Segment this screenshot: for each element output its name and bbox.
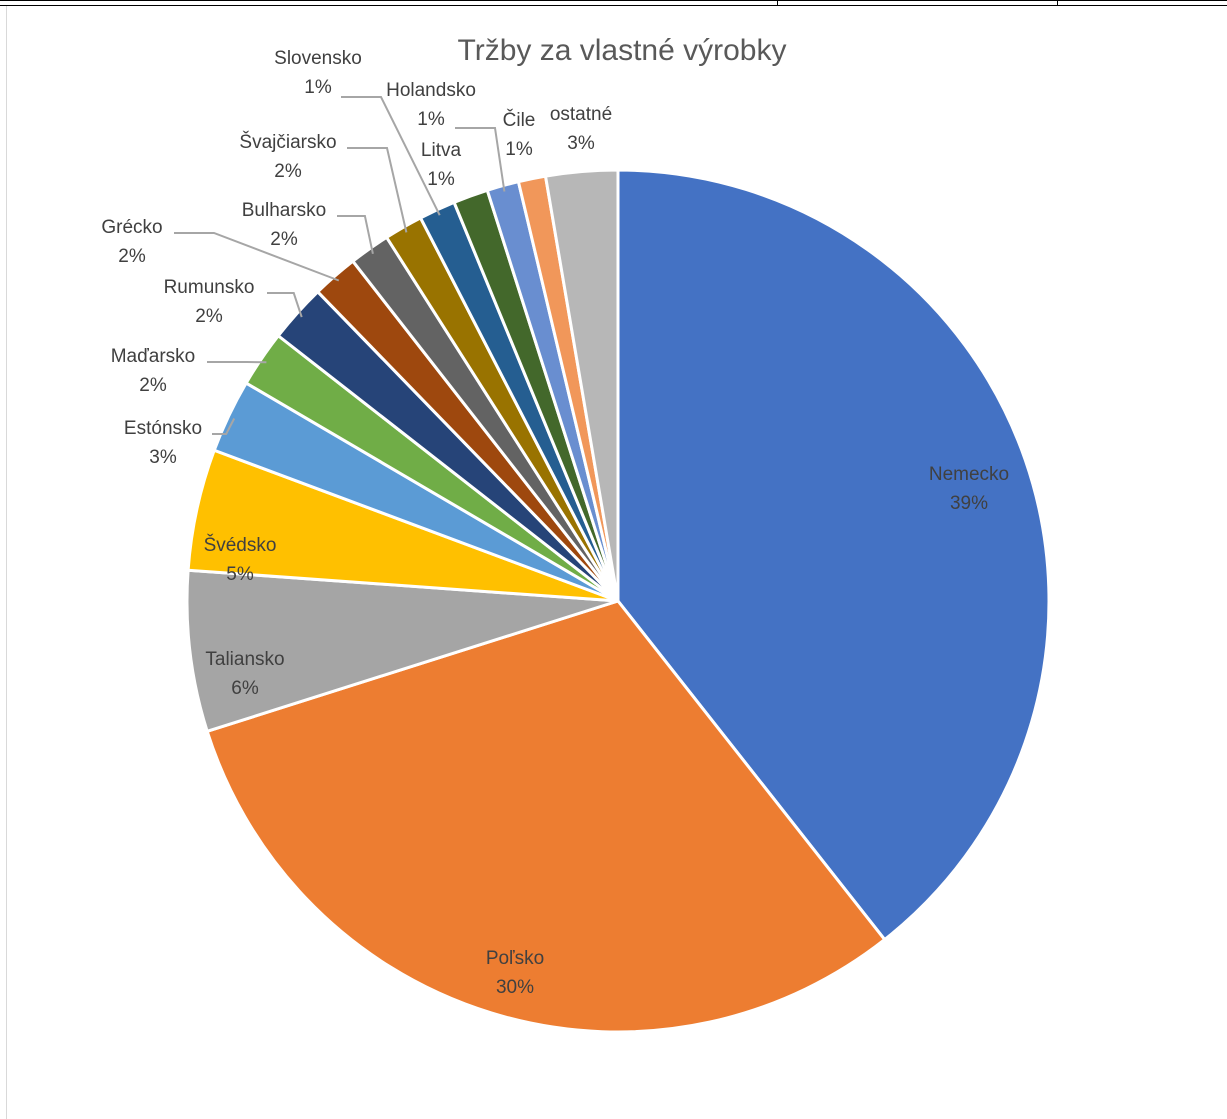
- pie-slice-poľsko: [205, 599, 887, 1034]
- data-label-estónsko: Estónsko 3%: [124, 418, 202, 468]
- data-label-švédsko: Švédsko 5%: [204, 534, 277, 585]
- leader-line-slovensko: [341, 96, 441, 216]
- leader-line-švajčiarsko: [347, 147, 408, 233]
- leader-line-bulharsko: [337, 215, 374, 255]
- data-label-nemecko: Nemecko 39%: [929, 464, 1009, 514]
- data-labels: Nemecko 39% Poľsko 30% Taliansko 6% Švédsko 5% E…: [101, 48, 1009, 998]
- chart-title: Tržby za vlastné výrobky: [458, 34, 787, 67]
- leader-line-grécko: [174, 232, 340, 282]
- data-label-taliansko: Taliansko 6%: [205, 649, 284, 699]
- data-label-bulharsko: Bulharsko 2%: [242, 200, 327, 250]
- pie-slice-ostatné: [544, 168, 620, 603]
- data-label-poľsko: Poľsko 30%: [486, 948, 544, 998]
- data-label-slovensko: Slovensko 1%: [274, 48, 362, 98]
- data-label-rumunsko: Rumunsko 2%: [164, 277, 255, 327]
- data-label-švajčiarsko: Švajčiarsko 2%: [239, 131, 336, 182]
- leader-line-holandsko: [455, 127, 506, 192]
- data-label-ostatné: ostatné 3%: [550, 104, 612, 154]
- leader-lines: [174, 96, 506, 435]
- pie-slices: [185, 168, 1051, 1034]
- pie-slice-taliansko: [185, 568, 620, 733]
- data-label-litva: Litva 1%: [421, 140, 462, 190]
- data-label-maďarsko: Maďarsko 2%: [111, 346, 196, 396]
- data-label-grécko: Grécko 2%: [101, 217, 162, 267]
- leader-line-rumunsko: [267, 292, 303, 318]
- pie-slice-nemecko: [616, 168, 1051, 942]
- data-label-holandsko: Holandsko 1%: [386, 80, 476, 130]
- data-label-čile: Čile 1%: [503, 109, 536, 160]
- leader-line-estónsko: [212, 418, 236, 435]
